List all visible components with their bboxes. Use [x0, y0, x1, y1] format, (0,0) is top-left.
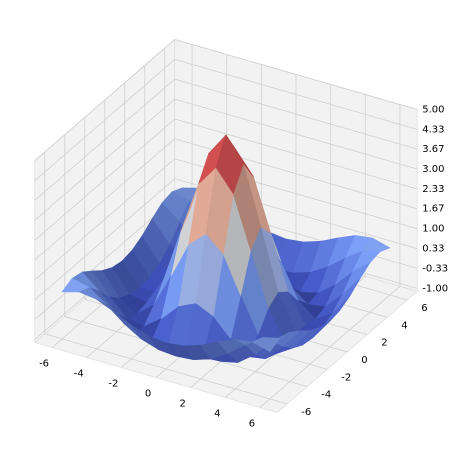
z-tick-label: 5.00	[422, 104, 444, 115]
surface-patch	[215, 134, 244, 195]
x-tick-label: -2	[108, 379, 118, 390]
grid-line	[174, 39, 418, 110]
x-tick-label: -4	[74, 369, 84, 380]
grid-line	[34, 118, 176, 241]
x-tick-label: 2	[179, 399, 185, 410]
z-tick-label: 2.33	[422, 184, 444, 195]
y-tick-label: 2	[381, 338, 387, 349]
z-tick-label: 1.00	[422, 224, 444, 235]
y-tick-label: 4	[401, 320, 407, 331]
grid-line	[34, 198, 176, 320]
grid-line	[174, 118, 418, 190]
grid-line	[174, 98, 418, 170]
z-tick-label: 1.67	[422, 204, 444, 215]
y-tick-label: 6	[421, 303, 427, 314]
z-tick-label: 4.33	[422, 124, 444, 135]
z-tick-label: -1.00	[422, 283, 448, 294]
grid-line	[34, 59, 176, 181]
grid-line	[44, 333, 288, 405]
x-tick-label: 6	[249, 419, 255, 430]
x-tick-label: 4	[214, 409, 220, 420]
y-tick-label: -6	[301, 407, 311, 418]
y-tick-label: -4	[321, 390, 331, 401]
grid-line	[34, 178, 176, 301]
z-tick-label: 0.33	[422, 244, 444, 255]
z-tick-label: -0.33	[422, 263, 448, 274]
z-tick-label: 3.00	[422, 164, 444, 175]
y-tick-label: 0	[361, 355, 367, 366]
grid-line	[34, 78, 176, 201]
x-tick-label: -6	[39, 359, 49, 370]
grid-line	[34, 138, 176, 261]
grid-line	[34, 98, 176, 221]
grid-line	[174, 59, 418, 130]
z-tick-label: 3.67	[422, 144, 444, 155]
x-tick-label: 0	[145, 389, 151, 400]
y-tick-label: -2	[341, 372, 351, 383]
grid-line	[34, 158, 176, 281]
grid-line	[34, 39, 176, 161]
grid-line	[174, 78, 418, 150]
surface-patch	[252, 337, 281, 353]
